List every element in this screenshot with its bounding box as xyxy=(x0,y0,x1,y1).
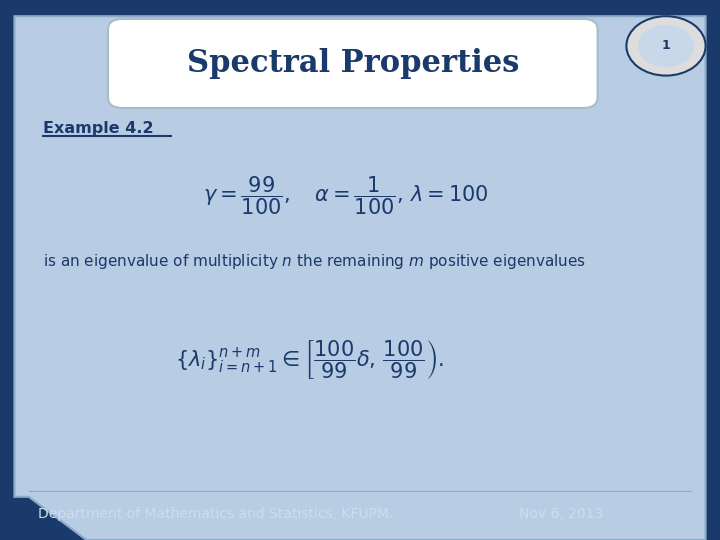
Text: $\gamma = \dfrac{99}{100},\quad \alpha = \dfrac{1}{100},\,\lambda = 100$: $\gamma = \dfrac{99}{100},\quad \alpha =… xyxy=(203,174,488,217)
Text: Nov 6, 2013: Nov 6, 2013 xyxy=(519,507,604,521)
Text: Department of Mathematics and Statistics, KFUPM.: Department of Mathematics and Statistics… xyxy=(38,507,394,521)
Text: Spectral Properties: Spectral Properties xyxy=(186,48,519,79)
Polygon shape xyxy=(14,16,706,540)
FancyBboxPatch shape xyxy=(108,19,598,108)
Circle shape xyxy=(639,25,693,66)
Text: is an eigenvalue of multiplicity $n$ the remaining $m$ positive eigenvalues: is an eigenvalue of multiplicity $n$ the… xyxy=(43,252,586,272)
Text: 1: 1 xyxy=(662,39,670,52)
Circle shape xyxy=(626,16,706,76)
Text: Example 4.2: Example 4.2 xyxy=(43,121,154,136)
Text: $\left\{\lambda_i\right\}_{i=n+1}^{n+m} \in \left[\dfrac{100}{99}\delta,\,\dfrac: $\left\{\lambda_i\right\}_{i=n+1}^{n+m} … xyxy=(175,338,444,381)
